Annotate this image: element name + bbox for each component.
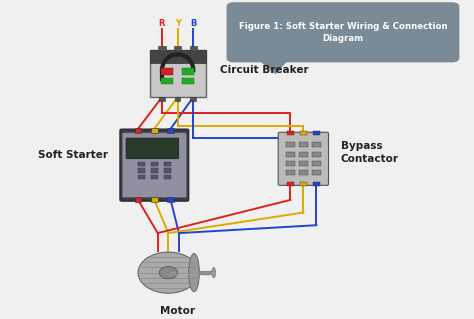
- Bar: [287, 182, 293, 186]
- FancyBboxPatch shape: [150, 50, 206, 97]
- Bar: [299, 170, 308, 175]
- Text: ETechnoG.COM: ETechnoG.COM: [169, 272, 217, 277]
- Ellipse shape: [189, 254, 200, 292]
- FancyBboxPatch shape: [122, 133, 186, 197]
- Bar: [151, 175, 158, 179]
- Bar: [167, 128, 174, 133]
- Text: Soft Starter: Soft Starter: [38, 150, 108, 160]
- FancyBboxPatch shape: [227, 2, 459, 62]
- Bar: [313, 182, 319, 186]
- FancyBboxPatch shape: [126, 138, 179, 159]
- Bar: [174, 46, 182, 51]
- FancyBboxPatch shape: [278, 132, 328, 185]
- Bar: [190, 46, 197, 51]
- Bar: [161, 78, 173, 85]
- Bar: [164, 162, 171, 166]
- Bar: [182, 68, 194, 75]
- FancyBboxPatch shape: [120, 129, 189, 201]
- Bar: [135, 197, 141, 203]
- Bar: [151, 168, 158, 173]
- Bar: [286, 152, 294, 157]
- Bar: [287, 131, 293, 135]
- Bar: [191, 97, 196, 101]
- Text: Motor: Motor: [160, 306, 195, 316]
- Circle shape: [138, 252, 199, 293]
- Bar: [158, 46, 166, 51]
- Text: Bypass
Contactor: Bypass Contactor: [341, 141, 399, 164]
- Ellipse shape: [212, 268, 216, 278]
- Bar: [137, 162, 145, 166]
- Text: Y: Y: [174, 19, 181, 28]
- Bar: [299, 152, 308, 157]
- Bar: [299, 161, 308, 166]
- Bar: [164, 168, 171, 173]
- Bar: [300, 182, 307, 186]
- Bar: [299, 142, 308, 147]
- Bar: [151, 197, 158, 203]
- Bar: [167, 197, 174, 203]
- Text: B: B: [190, 19, 197, 28]
- Bar: [286, 161, 294, 166]
- Bar: [286, 170, 294, 175]
- Bar: [161, 68, 173, 75]
- Polygon shape: [257, 58, 290, 73]
- Bar: [137, 168, 145, 173]
- Bar: [312, 152, 320, 157]
- Bar: [137, 175, 145, 179]
- Text: Circuit Breaker: Circuit Breaker: [219, 65, 308, 75]
- Bar: [150, 50, 206, 63]
- Bar: [151, 162, 158, 166]
- Bar: [135, 128, 141, 133]
- Circle shape: [159, 266, 177, 279]
- Bar: [313, 131, 319, 135]
- Bar: [164, 175, 171, 179]
- Bar: [182, 78, 194, 85]
- Bar: [312, 142, 320, 147]
- Bar: [312, 161, 320, 166]
- Bar: [286, 142, 294, 147]
- Text: R: R: [159, 19, 165, 28]
- Bar: [300, 131, 307, 135]
- Bar: [159, 97, 165, 101]
- Bar: [175, 97, 181, 101]
- Text: Figure 1: Soft Starter Wiring & Connection
Diagram: Figure 1: Soft Starter Wiring & Connecti…: [238, 22, 447, 43]
- Bar: [312, 170, 320, 175]
- Bar: [151, 128, 158, 133]
